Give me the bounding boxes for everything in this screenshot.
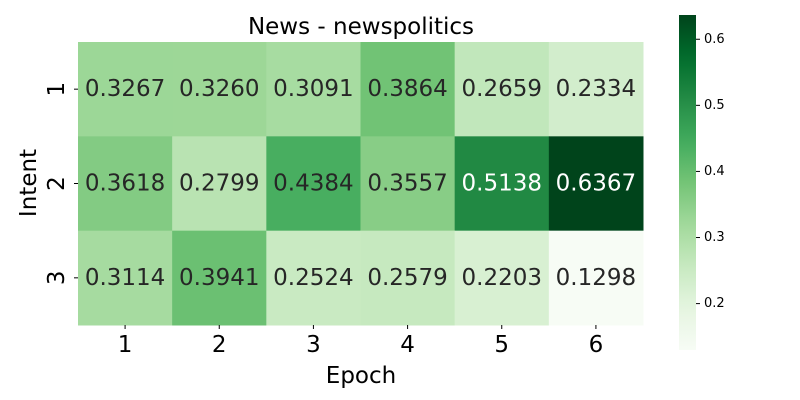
cell-value-label-r1-c1: 0.3267: [85, 76, 165, 102]
heatmap-cell-r1-c3: [266, 42, 361, 137]
x-tick-label-1: 1: [118, 332, 133, 358]
heatmap-cells: 0.3267 0.3260 0.3091 0.3864 0.2659 0.2334 0.36…: [78, 42, 644, 326]
cell-value-label-r3-c1: 0.3114: [85, 265, 165, 291]
y-tick-label-3: 3: [44, 271, 70, 286]
cell-value-label-r3-c6: 0.1298: [556, 265, 636, 291]
colorbar-tick-label-0.6: 0.6: [704, 32, 725, 47]
y-tick-label-2: 2: [44, 176, 70, 191]
heatmap-cell-r2-c5: [454, 136, 550, 232]
cell-value-label-r1-c4: 0.3864: [367, 76, 447, 102]
colorbar: [679, 15, 696, 350]
heatmap-cell-r2-c6: [548, 136, 644, 232]
heatmap-cell-r2-c3: [266, 136, 361, 232]
heatmap-cell-r2-c4: [360, 136, 456, 232]
x-tick-label-3: 3: [306, 332, 321, 358]
cell-value-label-r2-c3: 0.4384: [273, 171, 353, 197]
heatmap-cell-r1-c5: [454, 42, 550, 137]
x-tick-label-6: 6: [589, 332, 604, 358]
heatmap-cell-r3-c3: [266, 230, 361, 326]
x-axis-label: Epoch: [326, 363, 396, 389]
cell-value-label-r2-c4: 0.3557: [367, 171, 447, 197]
heatmap-cell-r2-c2: [172, 136, 267, 232]
colorbar-tick-label-0.4: 0.4: [704, 164, 725, 179]
cell-value-label-r1-c6: 0.2334: [556, 76, 636, 102]
cell-value-label-r2-c6: 0.6367: [556, 171, 636, 197]
x-tick-labels: 1 2 3 4 5 6: [118, 325, 603, 358]
cell-value-label-r3-c3: 0.2524: [273, 265, 353, 291]
cell-value-label-r3-c2: 0.3941: [179, 265, 259, 291]
colorbar-tick-label-0.5: 0.5: [704, 98, 725, 113]
heatmap-cell-r3-c4: [360, 230, 456, 326]
heatmap-cell-r3-c5: [454, 230, 550, 326]
heatmap-cell-r2-c1: [78, 136, 173, 232]
heatmap-cell-r1-c2: [172, 42, 267, 137]
colorbar-tick-label-0.3: 0.3: [704, 230, 725, 245]
cell-value-label-r2-c1: 0.3618: [85, 171, 165, 197]
y-tick-labels: 1 2 3: [44, 82, 78, 285]
chart-title: News - newspolitics: [248, 14, 474, 40]
cell-value-label-r3-c5: 0.2203: [462, 265, 542, 291]
colorbar-tick-label-0.2: 0.2: [704, 296, 725, 311]
cell-value-label-r3-c4: 0.2579: [367, 265, 447, 291]
x-tick-label-2: 2: [212, 332, 227, 358]
heatmap-cell-r3-c1: [78, 230, 173, 326]
colorbar-ticks: 0.2 0.3 0.4 0.5 0.6: [696, 32, 725, 311]
heatmap-cell-r3-c6: [548, 230, 644, 326]
x-tick-label-4: 4: [400, 332, 415, 358]
y-axis-label: Intent: [16, 149, 42, 217]
cell-value-label-r2-c5: 0.5138: [462, 171, 542, 197]
cell-value-label-r1-c2: 0.3260: [179, 76, 259, 102]
y-tick-label-1: 1: [44, 82, 70, 97]
x-tick-label-5: 5: [494, 332, 509, 358]
cell-value-label-r1-c3: 0.3091: [273, 76, 353, 102]
heatmap-cell-r1-c4: [360, 42, 456, 137]
cell-value-label-r2-c2: 0.2799: [179, 171, 259, 197]
cell-value-label-r1-c5: 0.2659: [462, 76, 542, 102]
heatmap-cell-r3-c2: [172, 230, 267, 326]
heatmap-cell-r1-c1: [78, 42, 173, 137]
heatmap-cell-r1-c6: [548, 42, 644, 137]
